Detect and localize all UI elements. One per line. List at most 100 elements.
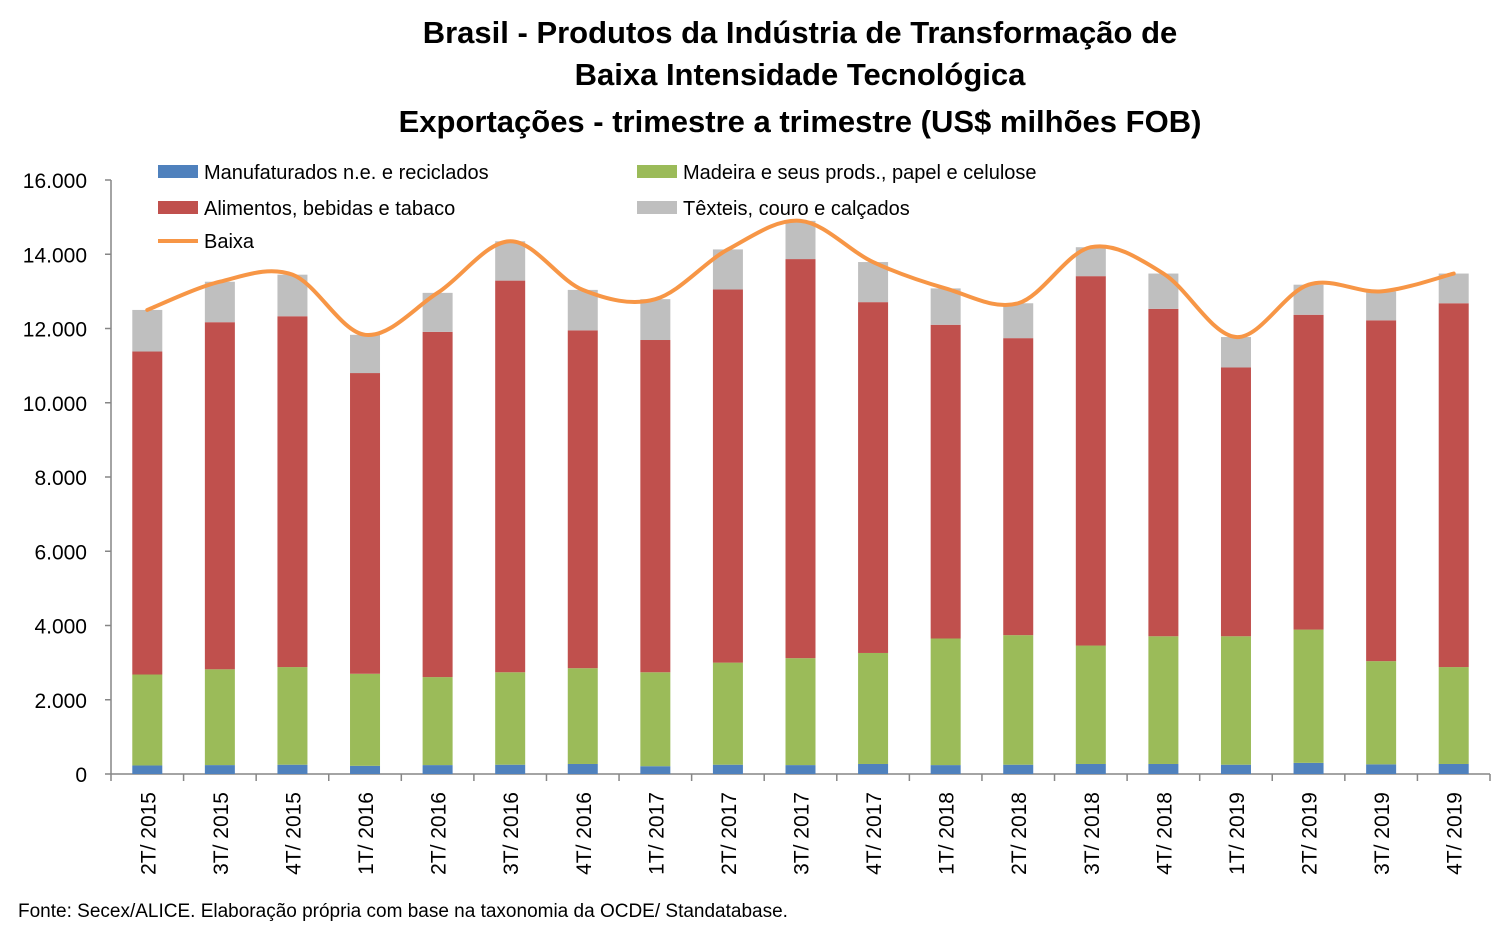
legend-swatch xyxy=(637,165,677,178)
bar-segment-series-2 xyxy=(1366,320,1397,662)
x-tick-label: 4T/ 2015 xyxy=(282,792,305,875)
bar-segment-series-3 xyxy=(1148,273,1179,309)
bar-segment-series-3 xyxy=(204,281,235,323)
x-tick-label: 3T/ 2017 xyxy=(791,792,814,875)
bar-segment-series-0 xyxy=(640,766,671,774)
legend-label: Alimentos, bebidas e tabaco xyxy=(204,198,455,220)
bar-segment-series-2 xyxy=(1148,308,1179,637)
bar-segment-series-1 xyxy=(1003,635,1034,765)
bar-segment-series-2 xyxy=(640,340,671,673)
bar-segment-series-2 xyxy=(277,316,308,668)
bar-segment-series-2 xyxy=(495,280,526,673)
bar-segment-series-3 xyxy=(1366,291,1397,321)
y-tick-label: 4.000 xyxy=(34,616,87,639)
y-tick-label: 0 xyxy=(75,764,87,787)
bar-segment-series-0 xyxy=(712,764,743,774)
bar-segment-series-0 xyxy=(858,763,889,774)
x-tick-label: 1T/ 2017 xyxy=(645,792,668,875)
x-tick-label: 1T/ 2019 xyxy=(1226,792,1249,875)
bar-segment-series-1 xyxy=(350,673,381,766)
source-note: Fonte: Secex/ALICE. Elaboração própria c… xyxy=(18,901,788,922)
x-tick-label: 4T/ 2017 xyxy=(863,792,886,875)
bar-segment-series-2 xyxy=(132,351,163,675)
bar-segment-series-2 xyxy=(1293,314,1324,630)
bar-segment-series-1 xyxy=(930,638,961,766)
x-tick-label: 3T/ 2016 xyxy=(500,792,523,875)
bar-segment-series-3 xyxy=(785,220,816,260)
chart: Brasil - Produtos da Indústria de Transf… xyxy=(23,15,1491,875)
chart-title-line: Brasil - Produtos da Indústria de Transf… xyxy=(423,15,1178,50)
bar-segment-series-3 xyxy=(567,289,598,331)
legend-swatch xyxy=(158,201,198,214)
bar-segment-series-1 xyxy=(204,669,235,766)
legend-label: Baixa xyxy=(204,231,255,253)
chart-title: Brasil - Produtos da Indústria de Transf… xyxy=(399,15,1202,139)
bar-segment-series-2 xyxy=(930,324,961,639)
bar-segment-series-3 xyxy=(495,241,526,281)
bar-segment-series-1 xyxy=(495,672,526,765)
x-tick-label: 4T/ 2016 xyxy=(573,792,596,875)
bar-segment-series-3 xyxy=(350,334,381,374)
bar-segment-series-2 xyxy=(1438,303,1469,668)
bar-segment-series-1 xyxy=(858,652,889,764)
bar-segment-series-2 xyxy=(1075,276,1106,646)
bar-segment-series-2 xyxy=(204,322,235,670)
total-line xyxy=(145,218,1456,340)
bar-segment-series-1 xyxy=(132,674,163,766)
y-tick-label: 14.000 xyxy=(23,244,87,267)
bar-segment-series-1 xyxy=(1366,661,1397,765)
x-axis-labels: 2T/ 2015 3T/ 2015 4T/ 2015 1T/ 2016 2T/ 2016… xyxy=(137,792,1466,875)
y-tick-label: 16.000 xyxy=(23,170,87,193)
bar-segment-series-3 xyxy=(858,262,889,303)
bar-segment-series-1 xyxy=(422,677,453,766)
x-tick-label: 2T/ 2018 xyxy=(1008,792,1031,875)
legend: Manufaturados n.e. e reciclados Madeira e… xyxy=(158,162,1037,253)
legend-label: Manufaturados n.e. e reciclados xyxy=(204,162,489,184)
x-tick-label: 3T/ 2019 xyxy=(1371,792,1394,875)
bar-segment-series-2 xyxy=(712,289,743,663)
bar-segment-series-1 xyxy=(1293,629,1324,763)
bar-segment-series-0 xyxy=(277,764,308,774)
chart-title-line: Baixa Intensidade Tecnológica xyxy=(575,57,1027,92)
y-tick-label: 8.000 xyxy=(34,467,87,490)
bar-segment-series-0 xyxy=(567,763,598,774)
x-tick-label: 4T/ 2019 xyxy=(1444,792,1467,875)
x-tick-label: 2T/ 2019 xyxy=(1299,792,1322,875)
bar-segment-series-2 xyxy=(785,259,816,659)
legend-swatch xyxy=(637,201,677,214)
chart-title-line: Exportações - trimestre a trimestre (US$… xyxy=(399,104,1202,139)
bar-segment-series-0 xyxy=(1003,764,1034,774)
x-tick-label: 2T/ 2017 xyxy=(718,792,741,875)
bar-segment-series-2 xyxy=(858,302,889,653)
bar-segment-series-2 xyxy=(567,330,598,669)
bar-segment-series-3 xyxy=(1220,337,1251,368)
x-tick-label: 1T/ 2018 xyxy=(936,792,959,875)
bar-segment-series-1 xyxy=(785,658,816,766)
x-tick-label: 3T/ 2015 xyxy=(210,792,233,875)
bar-segment-series-0 xyxy=(930,765,961,774)
bar-segment-series-3 xyxy=(640,299,671,341)
bar-segment-series-2 xyxy=(1220,367,1251,637)
bar-segment-series-0 xyxy=(204,765,235,774)
bar-segment-series-0 xyxy=(132,765,163,774)
y-tick-label: 6.000 xyxy=(34,541,87,564)
bar-segment-series-0 xyxy=(1293,762,1324,774)
x-tick-label: 1T/ 2016 xyxy=(355,792,378,875)
y-tick-label: 10.000 xyxy=(23,393,87,416)
legend-label: Têxteis, couro e calçados xyxy=(683,198,910,220)
y-tick-label: 2.000 xyxy=(34,690,87,713)
x-tick-label: 4T/ 2018 xyxy=(1153,792,1176,875)
bar-segment-series-0 xyxy=(1075,763,1106,774)
bar-segment-series-2 xyxy=(422,331,453,678)
bar-segment-series-0 xyxy=(495,764,526,774)
bar-segment-series-0 xyxy=(1220,764,1251,774)
legend-label: Madeira e seus prods., papel e celulose xyxy=(683,162,1037,184)
bar-segment-series-2 xyxy=(350,373,381,674)
bar-segment-series-3 xyxy=(1003,303,1034,339)
bar-segment-series-1 xyxy=(1148,636,1179,764)
bar-segment-series-2 xyxy=(1003,338,1034,636)
bar-segment-series-0 xyxy=(422,765,453,774)
x-tick-label: 2T/ 2015 xyxy=(137,792,160,875)
bar-segment-series-0 xyxy=(1148,763,1179,774)
x-tick-label: 3T/ 2018 xyxy=(1081,792,1104,875)
